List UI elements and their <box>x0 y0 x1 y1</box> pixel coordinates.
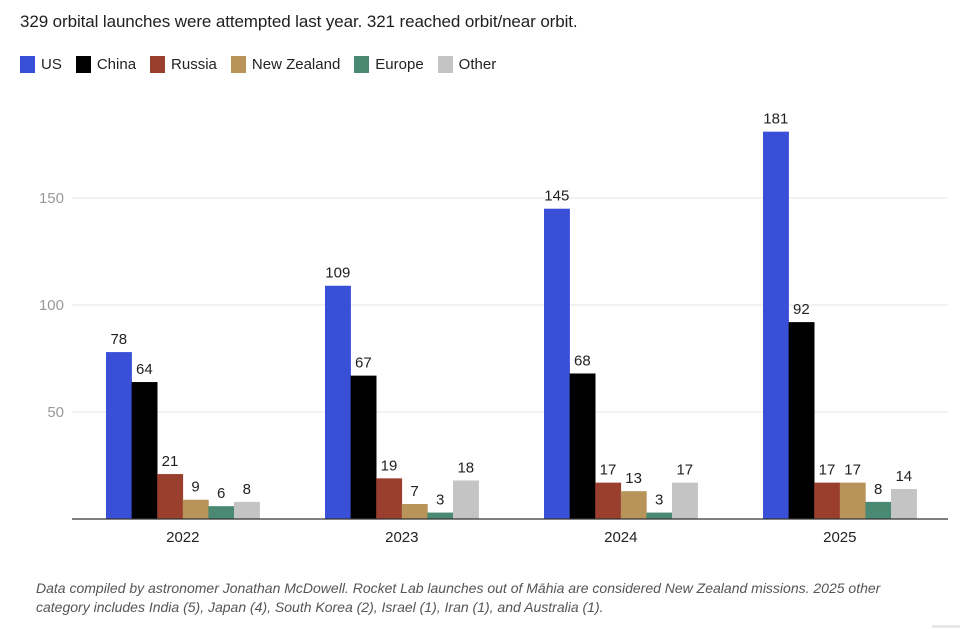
data-label: 17 <box>819 462 836 479</box>
bar-russia-2024 <box>595 482 622 519</box>
data-label: 3 <box>436 492 444 509</box>
legend-swatch <box>150 56 166 73</box>
bar-other-2025 <box>891 489 917 519</box>
data-label: 64 <box>136 361 153 378</box>
legend-label: New Zealand <box>251 56 341 73</box>
legend-item-new-zealand: New Zealand <box>230 56 341 73</box>
legend-item-russia: Russia <box>150 56 217 73</box>
data-label: 14 <box>895 468 912 485</box>
legend-label: Russia <box>171 56 217 73</box>
legend-label: China <box>96 56 137 73</box>
bar-new-zealand-2025 <box>839 482 866 519</box>
legend-swatch <box>354 56 370 73</box>
chart-title: 329 orbital launches were attempted last… <box>20 12 578 31</box>
y-tick-label: 100 <box>39 297 64 314</box>
legend-swatch <box>437 56 453 73</box>
bar-europe-2025 <box>865 501 892 519</box>
bar-china-2025 <box>788 322 815 519</box>
corner-mark <box>932 625 960 628</box>
x-category-label: 2022 <box>166 529 199 546</box>
bar-china-2022 <box>131 382 158 519</box>
legend-label: US <box>41 56 62 73</box>
bar-us-2025 <box>763 131 789 519</box>
y-tick-label: 50 <box>47 404 64 421</box>
data-label: 109 <box>325 265 350 282</box>
bar-us-2022 <box>106 352 132 519</box>
data-label: 3 <box>655 492 663 509</box>
bar-europe-2024 <box>646 512 673 519</box>
data-label: 145 <box>544 188 569 205</box>
data-label: 18 <box>457 459 474 476</box>
data-label: 17 <box>844 462 861 479</box>
legend: US China Russia New Zealand Europe Other <box>20 56 510 73</box>
footnote: Data compiled by astronomer Jonathan McD… <box>36 580 881 615</box>
data-label: 21 <box>162 453 179 470</box>
bar-other-2023 <box>453 480 479 519</box>
bar-europe-2023 <box>427 512 454 519</box>
bar-china-2023 <box>350 375 377 519</box>
bar-russia-2023 <box>376 478 403 519</box>
x-category-label: 2024 <box>604 529 637 546</box>
y-tick-label: 150 <box>39 190 64 207</box>
bar-new-zealand-2023 <box>401 504 428 519</box>
data-label: 17 <box>676 462 693 479</box>
bar-russia-2022 <box>157 474 184 519</box>
legend-item-other: Other <box>437 56 497 73</box>
legend-swatch <box>20 56 35 73</box>
legend-item-europe: Europe <box>354 56 424 73</box>
data-label: 78 <box>110 331 127 348</box>
data-label: 6 <box>217 485 225 502</box>
bar-new-zealand-2022 <box>182 499 209 519</box>
legend-item-china: China <box>75 56 137 73</box>
x-category-label: 2023 <box>385 529 418 546</box>
data-label: 181 <box>763 111 788 128</box>
bar-europe-2022 <box>208 506 235 519</box>
data-label: 17 <box>600 462 617 479</box>
bar-other-2022 <box>234 501 260 519</box>
data-label: 8 <box>243 481 251 498</box>
data-label: 19 <box>381 457 398 474</box>
bar-china-2024 <box>569 373 596 519</box>
x-category-label: 2025 <box>823 529 856 546</box>
bar-us-2024 <box>544 208 570 519</box>
bar-other-2024 <box>672 482 698 519</box>
data-label: 13 <box>625 470 642 487</box>
bar-new-zealand-2024 <box>620 491 647 519</box>
bar-russia-2025 <box>814 482 841 519</box>
bar-us-2023 <box>325 285 351 519</box>
legend-swatch <box>230 56 246 73</box>
legend-swatch <box>75 56 91 73</box>
data-label: 9 <box>191 479 199 496</box>
data-label: 68 <box>574 352 591 369</box>
data-label: 67 <box>355 355 372 372</box>
data-label: 8 <box>874 481 882 498</box>
legend-label: Other <box>458 56 497 73</box>
data-label: 7 <box>410 483 418 500</box>
legend-label: Europe <box>375 56 424 73</box>
data-label: 92 <box>793 301 810 318</box>
legend-item-us: US <box>20 56 62 73</box>
